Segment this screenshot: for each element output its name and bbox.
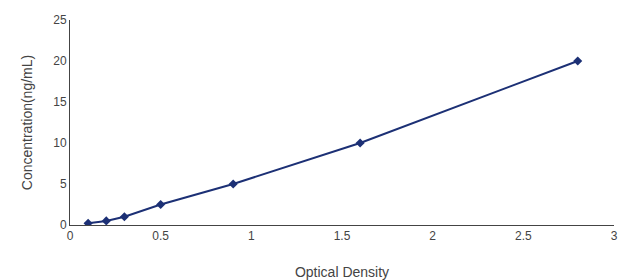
svg-text:2: 2	[429, 229, 436, 243]
svg-text:1: 1	[248, 229, 255, 243]
svg-text:3: 3	[611, 229, 618, 243]
svg-text:20: 20	[53, 54, 67, 68]
svg-text:25: 25	[53, 13, 67, 27]
svg-text:15: 15	[53, 95, 67, 109]
svg-text:2.5: 2.5	[515, 229, 532, 243]
svg-text:Concentration(ng/mL): Concentration(ng/mL)	[19, 55, 35, 190]
svg-text:5: 5	[60, 177, 67, 191]
svg-text:Optical Density: Optical Density	[295, 264, 389, 280]
svg-text:1.5: 1.5	[334, 229, 351, 243]
svg-text:0.5: 0.5	[152, 229, 169, 243]
svg-text:10: 10	[53, 136, 67, 150]
svg-text:0: 0	[67, 229, 74, 243]
svg-text:0: 0	[60, 218, 67, 232]
